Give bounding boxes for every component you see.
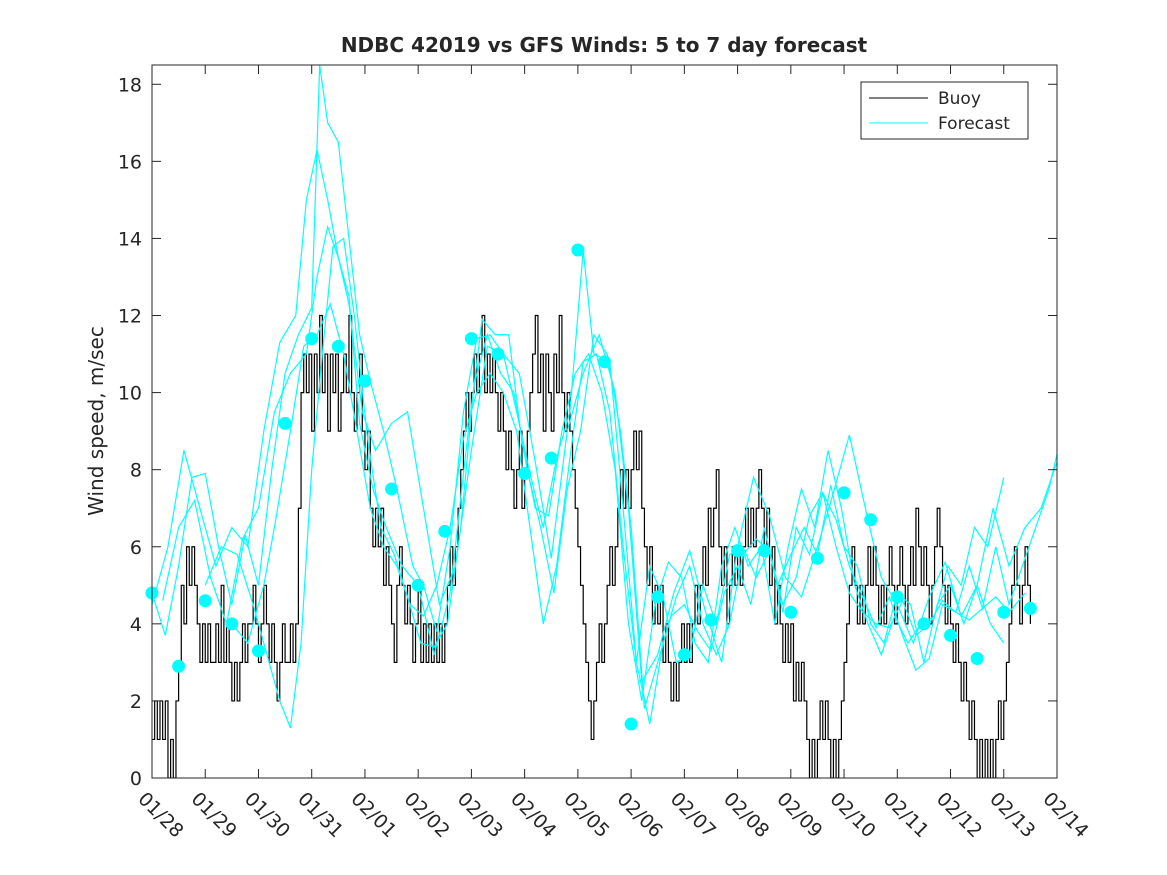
forecast-marker [331,339,345,353]
forecast-series-group [152,65,1057,729]
legend-buoy-label: Buoy [938,89,981,109]
forecast-marker [464,332,478,346]
legend: Buoy Forecast [860,81,1029,140]
legend-forecast-label: Forecast [938,114,1010,134]
forecast-marker [411,578,425,592]
y-tick-label: 18 [118,74,142,96]
buoy-series [152,314,1031,778]
forecast-line-5 [231,302,1026,725]
y-tick-label: 12 [118,306,142,328]
legend-box [860,81,1029,140]
y-tick-label: 10 [118,383,142,405]
forecast-marker [251,644,265,658]
y-axis-label: Wind speed, m/sec [84,326,108,516]
forecast-marker [598,355,611,369]
forecast-marker [917,617,931,631]
axes-box [151,64,1058,779]
y-tick-label: 8 [130,460,142,482]
forecast-marker [438,524,452,538]
forecast-marker [491,347,505,361]
forecast-marker [518,467,532,481]
forecast-marker [704,613,718,627]
y-tick-label: 14 [118,228,142,250]
chart-title: NDBC 42019 vs GFS Winds: 5 to 7 day fore… [341,33,868,57]
y-tick-label: 4 [130,614,142,636]
forecast-line-1 [152,65,1057,672]
forecast-marker [890,590,904,604]
forecast-marker [997,605,1011,619]
forecast-marker [651,590,665,604]
y-axis-ticks: 0 2 4 6 8 10 12 14 16 18 [118,74,1057,790]
forecast-marker [1023,601,1037,615]
forecast-marker [358,374,372,388]
forecast-marker [864,513,878,527]
buoy-line [152,314,1031,778]
forecast-marker [810,551,824,565]
forecast-marker [172,659,186,673]
forecast-marker [305,332,319,346]
y-tick-label: 16 [118,151,142,173]
forecast-line-3 [162,224,1005,702]
forecast-marker [677,648,691,662]
forecast-marker [944,628,958,642]
forecast-marker [837,486,851,500]
y-tick-label: 6 [130,537,142,559]
y-tick-label: 0 [130,768,142,790]
forecast-marker [278,416,292,430]
forecast-marker [198,594,212,608]
forecast-marker [544,451,558,465]
forecast-marker [970,652,984,666]
forecast-markers [145,243,1037,731]
y-tick-label: 2 [130,691,142,713]
forecast-marker [784,605,798,619]
forecast-marker [731,544,745,558]
forecast-marker [385,482,399,496]
forecast-marker [624,717,638,731]
forecast-marker [571,243,585,257]
forecast-marker [757,544,771,558]
forecast-line-4 [204,237,1005,729]
forecast-marker [225,617,239,631]
